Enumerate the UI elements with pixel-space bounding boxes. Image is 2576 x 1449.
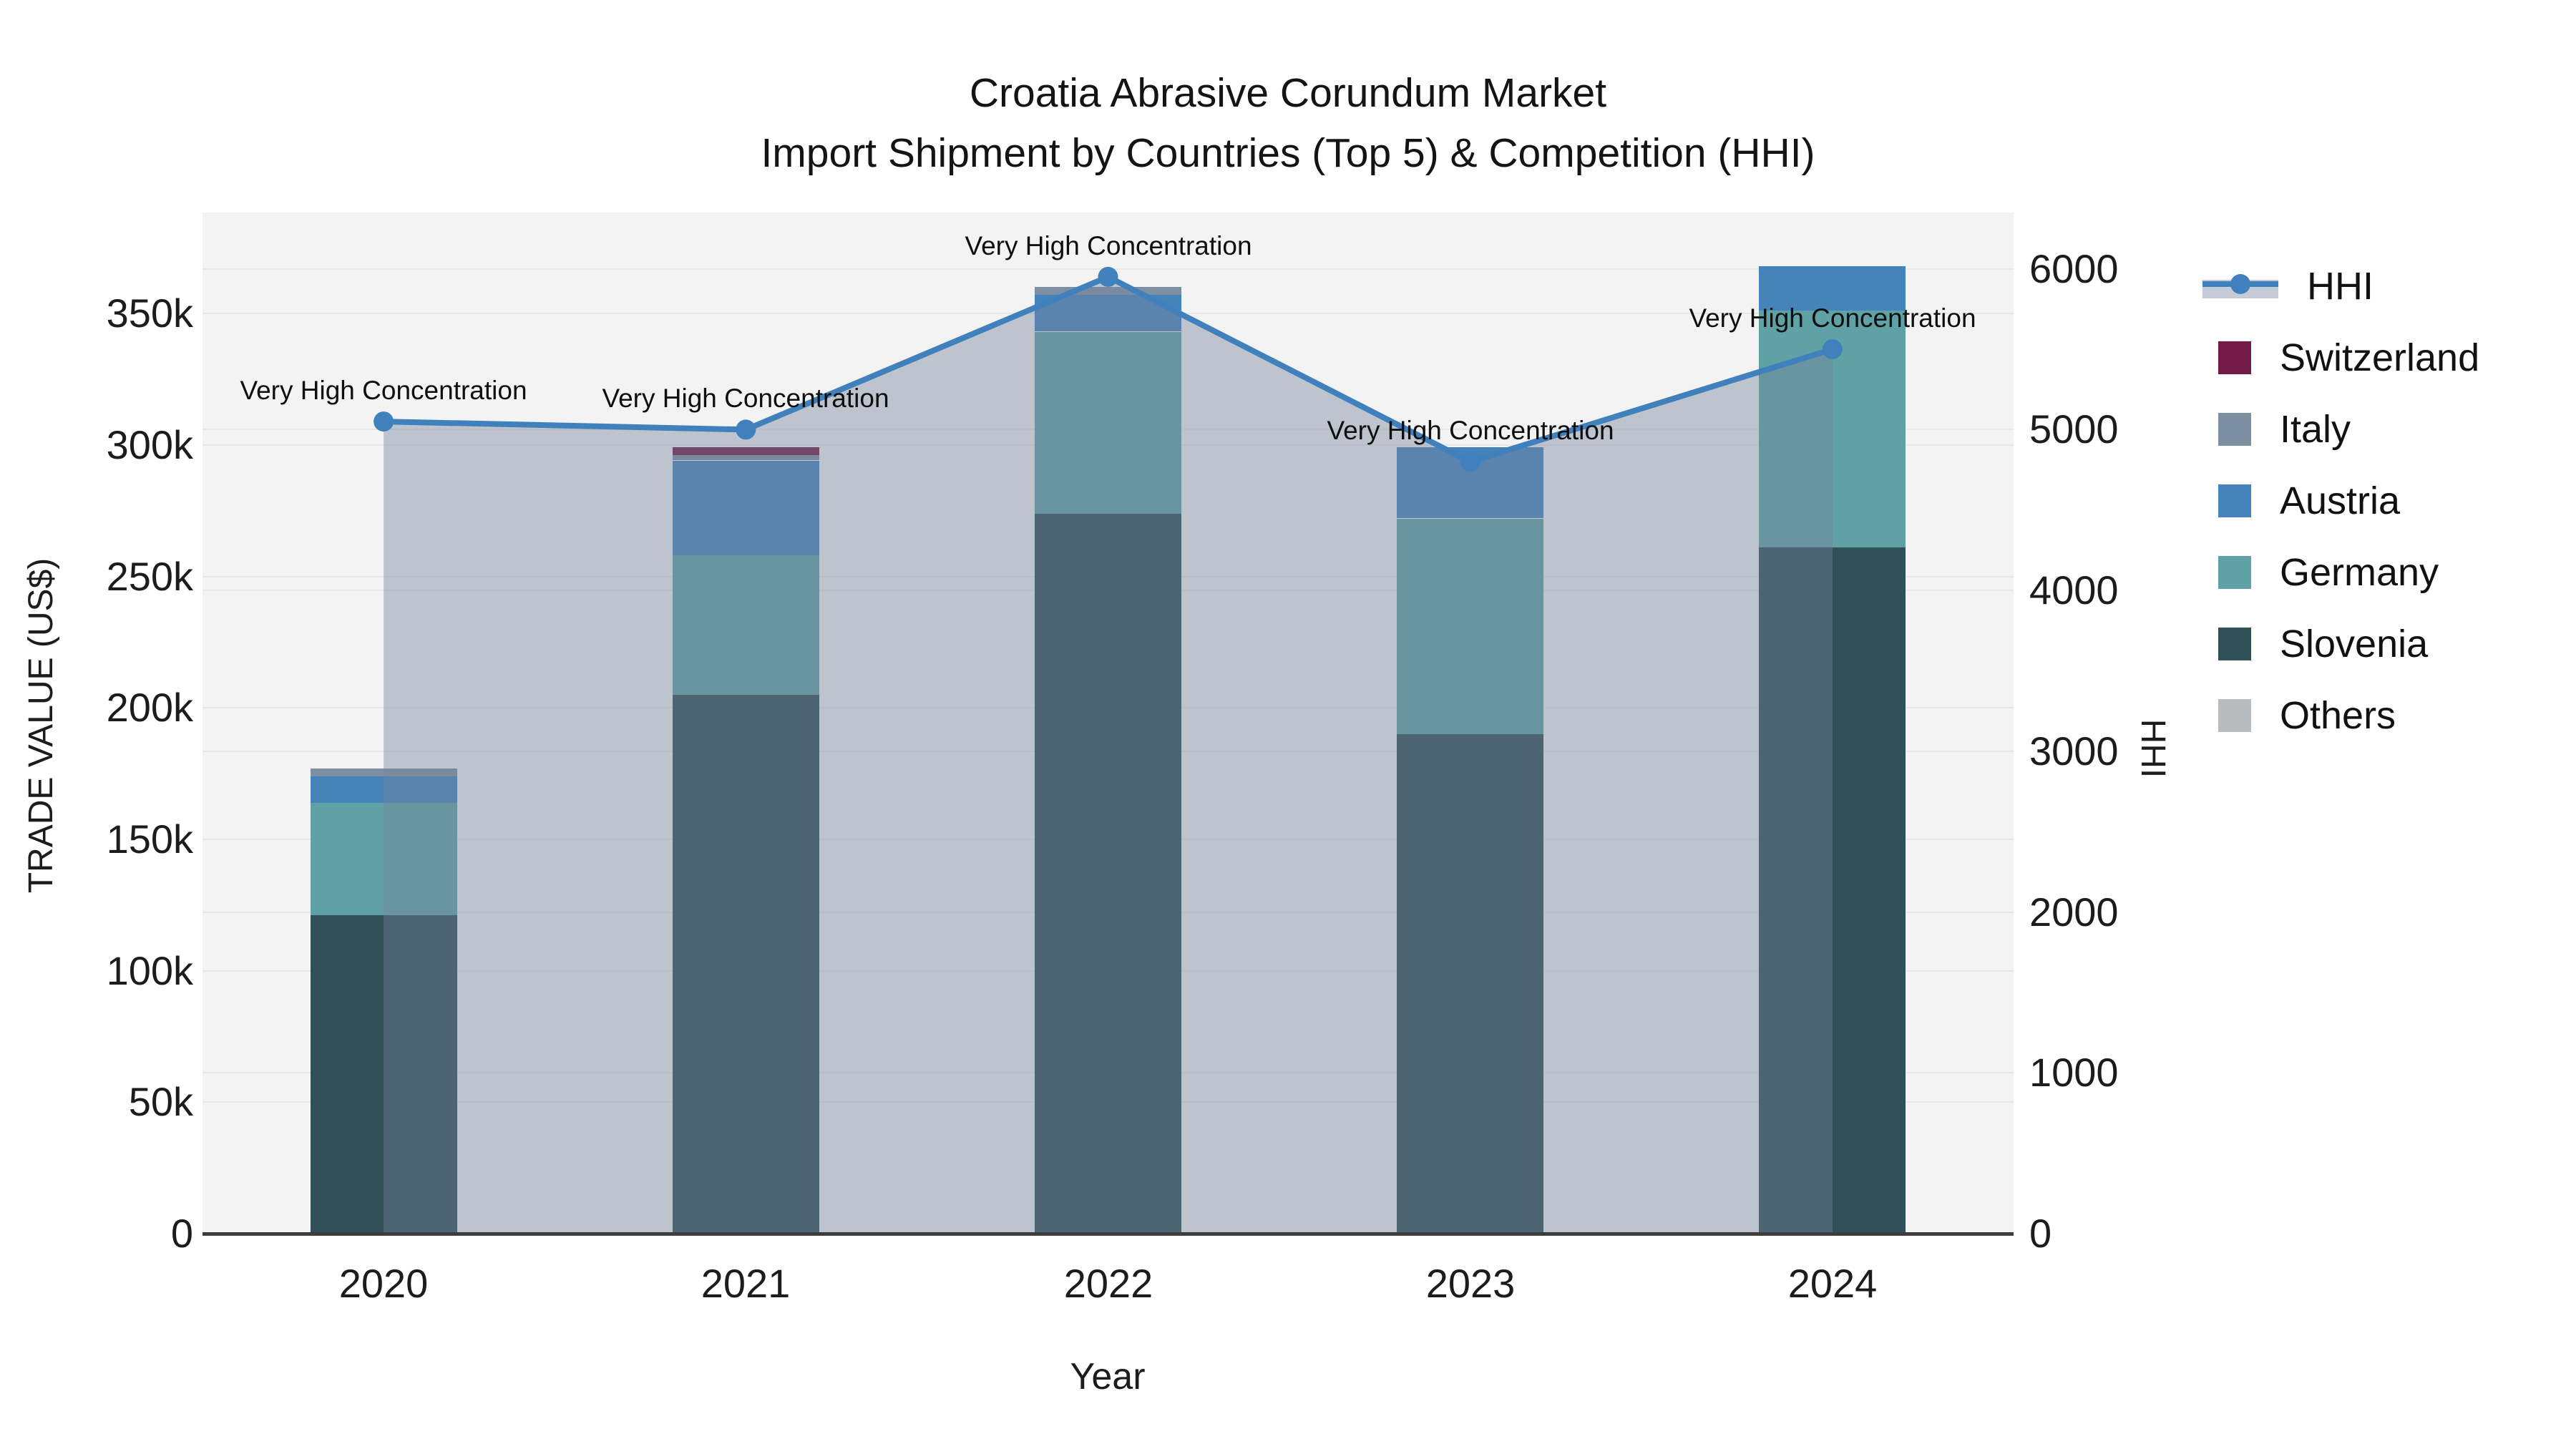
legend-label: Austria [2280,479,2401,522]
legend-label: Switzerland [2280,336,2480,379]
legend-item-others[interactable]: Others [2202,680,2479,751]
legend-swatch-italy [2218,413,2251,446]
y-right-tick-label: 1000 [2029,1050,2119,1095]
annotation-2022: Very High Concentration [965,231,1252,260]
y-right-tick-label: 4000 [2029,567,2119,613]
legend-swatch-germany [2218,556,2251,589]
legend-item-hhi[interactable]: HHI [2202,250,2479,322]
hhi-marker-2023[interactable] [1460,452,1480,472]
y-left-tick-label: 150k [106,816,193,862]
x-axis-title: Year [1070,1356,1146,1397]
legend-item-austria[interactable]: Austria [2202,465,2479,537]
legend-item-switzerland[interactable]: Switzerland [2202,322,2479,394]
y-right-tick-label: 2000 [2029,889,2119,935]
hhi-legend-icon [2202,270,2278,303]
x-tick-label-2022: 2022 [1063,1261,1153,1306]
legend-swatch-austria [2218,484,2251,517]
x-tick-label-2020: 2020 [338,1261,429,1306]
hhi-marker-2024[interactable] [1822,339,1843,359]
y-axis-left-title: TRADE VALUE (US$) [22,557,60,894]
legend-swatch-switzerland [2218,341,2251,374]
legend-label: HHI [2307,265,2373,308]
legend-label: Italy [2280,408,2351,451]
chart-title-line2: Import Shipment by Countries (Top 5) & C… [761,130,1815,176]
y-left-tick-label: 350k [106,291,193,336]
y-left-tick-label: 200k [106,685,193,730]
bar-segment-slovenia-2020[interactable] [311,915,457,1234]
bar-segment-slovenia-2024[interactable] [1759,547,1906,1234]
y-left-tick-label: 100k [106,948,193,993]
y-right-tick-label: 0 [2029,1211,2052,1256]
annotation-2020: Very High Concentration [240,376,527,405]
hhi-marker-2020[interactable] [374,411,394,432]
annotation-2024: Very High Concentration [1689,303,1976,333]
legend-swatch-slovenia [2218,628,2251,660]
legend: HHI Switzerland Italy Austria Germany Sloveni… [2202,250,2479,751]
legend-label: Slovenia [2280,623,2429,665]
annotation-2023: Very High Concentration [1327,416,1614,445]
chart-title-line1: Croatia Abrasive Corundum Market [969,70,1607,116]
bar-segment-germany-2021[interactable] [673,555,819,695]
bar-segment-switzerland-2021[interactable] [673,447,819,455]
bar-segment-slovenia-2023[interactable] [1397,734,1543,1234]
bar-segment-slovenia-2021[interactable] [673,695,819,1234]
legend-item-slovenia[interactable]: Slovenia [2202,608,2479,680]
legend-item-germany[interactable]: Germany [2202,537,2479,608]
legend-item-italy[interactable]: Italy [2202,394,2479,465]
y-right-tick-label: 5000 [2029,406,2119,452]
legend-swatch-others [2218,699,2251,732]
bar-segment-austria-2020[interactable] [311,776,457,803]
hhi-marker-2022[interactable] [1098,266,1118,287]
bar-segment-germany-2020[interactable] [311,802,457,915]
bar-segment-austria-2024[interactable] [1759,266,1906,311]
y-right-tick-label: 6000 [2029,246,2119,291]
x-axis-line [203,1232,2014,1236]
bar-segment-germany-2022[interactable] [1035,332,1181,514]
bar-segment-austria-2021[interactable] [673,461,819,555]
x-tick-label-2023: 2023 [1425,1261,1516,1306]
y-right-tick-label: 3000 [2029,728,2119,774]
chart-title: Croatia Abrasive Corundum Market Import … [0,63,2576,183]
y-left-tick-label: 50k [128,1079,193,1124]
x-tick-label-2024: 2024 [1787,1261,1878,1306]
bar-segment-germany-2023[interactable] [1397,519,1543,734]
legend-label: Germany [2280,551,2439,594]
y-axis-right-title: HHI [2134,718,2172,779]
bar-segment-italy-2021[interactable] [673,455,819,460]
annotation-2021: Very High Concentration [602,384,889,413]
bar-segment-italy-2020[interactable] [311,769,457,776]
bar-segment-italy-2022[interactable] [1035,287,1181,295]
legend-label: Others [2280,694,2396,737]
y-left-tick-label: 0 [170,1211,193,1256]
hhi-area-fill [384,276,1833,1234]
bar-segment-slovenia-2022[interactable] [1035,513,1181,1234]
y-left-tick-label: 250k [106,554,193,599]
hhi-line-layer [374,266,1843,1234]
y-left-tick-label: 300k [106,422,193,467]
x-tick-label-2021: 2021 [701,1261,791,1306]
hhi-marker-2021[interactable] [736,419,756,440]
